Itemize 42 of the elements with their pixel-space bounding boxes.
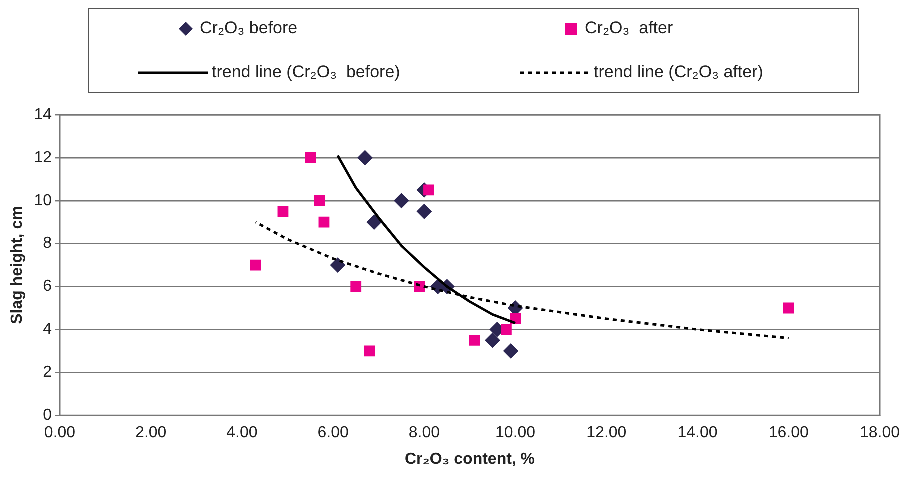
point: [314, 195, 326, 206]
point: [350, 281, 362, 292]
point: [504, 344, 518, 359]
y-tick-label: 2: [43, 364, 52, 382]
point: [330, 258, 346, 273]
y-tick-label: 8: [43, 235, 52, 252]
point: [250, 260, 262, 271]
point: [500, 324, 512, 336]
point: [278, 206, 289, 218]
x-tick-label: 6.00: [318, 424, 350, 442]
y-tick-label: 0: [43, 407, 52, 424]
x-tick-label: 14.00: [678, 424, 718, 442]
y-tick-label: 12: [34, 149, 52, 166]
y-tick-label: 14: [34, 106, 52, 124]
y-tick-label: 4: [43, 321, 52, 338]
legend-label: trend line (Cr₂O₃ after): [594, 62, 764, 82]
point: [424, 184, 434, 196]
x-tick-label: 0.00: [44, 424, 76, 442]
point: [469, 335, 480, 346]
point: [318, 216, 330, 228]
point: [364, 346, 376, 357]
x-tick-label: 2.00: [136, 424, 167, 442]
point: [783, 302, 794, 314]
x-tick-label: 10.00: [496, 424, 536, 442]
y-tick-label: 6: [43, 278, 52, 296]
x-tick-label: 4.00: [226, 424, 258, 442]
x-tick-label: 8.00: [408, 424, 440, 442]
point: [485, 332, 500, 348]
x-tick-label: 12.00: [586, 424, 627, 442]
point: [394, 193, 410, 208]
point: [366, 214, 382, 230]
legend-label: Cr₂O₃ after: [585, 18, 674, 38]
point: [305, 152, 316, 164]
legend-label: trend line (Cr₂O₃ before): [212, 62, 400, 82]
legend-label: Cr₂O₃ before: [200, 18, 298, 38]
x-axis-title: Cr₂O₃ content, %: [404, 450, 536, 468]
point: [358, 150, 373, 166]
x-tick-label: 18.00: [860, 424, 900, 442]
y-axis-title: Slag height, cm: [9, 206, 26, 324]
point: [416, 204, 432, 220]
y-tick-label: 10: [34, 192, 52, 210]
x-tick-label: 16.00: [768, 424, 810, 442]
